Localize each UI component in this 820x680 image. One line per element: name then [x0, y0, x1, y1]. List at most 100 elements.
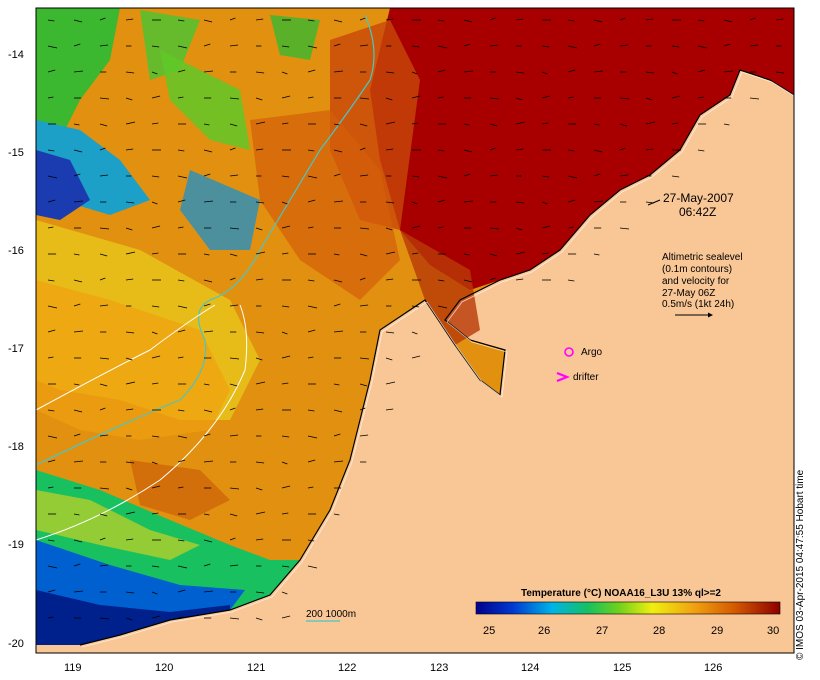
- lat-tick: -14: [8, 49, 24, 61]
- velocity-arrow: [47, 19, 55, 22]
- velocity-arrow: [203, 70, 214, 73]
- velocity-arrow: [203, 539, 213, 543]
- velocity-arrow: [307, 459, 316, 463]
- velocity-arrow: [541, 122, 549, 125]
- velocity-arrow: [125, 538, 134, 541]
- velocity-arrow: [437, 175, 448, 179]
- velocity-arrow: [645, 18, 654, 21]
- velocity-arrow: [125, 201, 135, 204]
- velocity-arrow: [229, 487, 240, 490]
- velocity-arrow: [47, 435, 58, 439]
- velocity-arrow: [177, 19, 185, 22]
- velocity-arrow: [281, 461, 288, 465]
- velocity-arrow: [463, 123, 470, 126]
- velocity-arrow: [723, 70, 734, 73]
- velocity-arrow: [567, 19, 575, 22]
- velocity-arrow: [255, 97, 263, 101]
- velocity-arrow: [203, 303, 211, 307]
- altimetry-line: 27-May 06Z: [662, 288, 715, 299]
- velocity-arrow: [229, 147, 236, 151]
- velocity-arrow: [203, 173, 211, 177]
- velocity-arrow: [177, 616, 184, 619]
- velocity-arrow: [567, 69, 576, 73]
- velocity-arrow: [255, 201, 265, 204]
- velocity-arrow: [125, 71, 135, 74]
- velocity-arrow: [229, 17, 236, 21]
- velocity-arrow: [671, 95, 681, 99]
- velocity-arrow: [203, 433, 211, 437]
- velocity-arrow: [619, 147, 626, 151]
- velocity-arrow: [411, 252, 419, 255]
- velocity-arrow: [151, 355, 161, 359]
- velocity-arrow: [125, 251, 136, 255]
- velocity-arrow: [177, 329, 186, 333]
- colorbar-tick: 30: [767, 625, 779, 637]
- colorbar-title: Temperature (°C) NOAA16_L3U 13% ql>=2: [521, 588, 721, 599]
- velocity-arrow: [307, 356, 314, 359]
- velocity-arrow: [281, 615, 291, 619]
- velocity-arrow: [359, 434, 369, 437]
- velocity-arrow: [255, 71, 265, 74]
- velocity-arrow: [203, 563, 211, 567]
- colorbar-tick: 25: [483, 625, 495, 637]
- velocity-arrow: [541, 95, 551, 99]
- velocity-arrow: [203, 200, 214, 203]
- velocity-arrow: [125, 381, 136, 385]
- velocity-arrow: [125, 331, 135, 334]
- velocity-arrow: [333, 19, 343, 23]
- velocity-arrow: [619, 17, 626, 21]
- velocity-arrow: [125, 591, 135, 594]
- velocity-arrow: [307, 45, 318, 49]
- velocity-arrow: [593, 19, 603, 23]
- lat-axis: -14 -15 -16 -17 -18 -19 -20: [8, 49, 24, 650]
- velocity-arrow: [385, 201, 395, 204]
- velocity-arrow: [99, 617, 110, 620]
- velocity-arrow: [307, 19, 315, 22]
- velocity-arrow: [489, 253, 498, 257]
- velocity-arrow: [125, 408, 134, 411]
- velocity-arrow: [281, 565, 290, 568]
- velocity-arrow: [73, 433, 81, 437]
- velocity-arrow: [567, 96, 574, 99]
- velocity-arrow: [255, 381, 266, 385]
- velocity-arrow: [567, 45, 578, 49]
- drifter-icon: [556, 371, 570, 383]
- velocity-arrow: [307, 69, 316, 73]
- velocity-arrow: [177, 486, 184, 489]
- credit: © IMOS 03-Apr-2015 04:47:55 Hobart time: [795, 469, 806, 660]
- velocity-arrow: [463, 200, 474, 203]
- velocity-arrow: [671, 175, 680, 178]
- velocity-arrow: [125, 461, 135, 464]
- velocity-arrow: [411, 201, 418, 205]
- velocity-arrow: [203, 460, 214, 463]
- velocity-arrow: [255, 251, 266, 255]
- velocity-arrow: [307, 149, 315, 152]
- velocity-arrow: [73, 149, 83, 153]
- velocity-arrow: [385, 381, 396, 385]
- velocity-arrow: [99, 174, 109, 177]
- altimetry-line: and velocity for: [662, 276, 730, 287]
- velocity-arrow: [99, 147, 106, 151]
- velocity-arrow: [281, 355, 291, 359]
- velocity-arrow: [255, 148, 264, 151]
- plot-frame: [35, 7, 795, 654]
- velocity-arrow: [515, 201, 525, 204]
- velocity-arrow: [281, 252, 289, 255]
- velocity-arrow: [307, 175, 318, 179]
- velocity-arrow: [541, 71, 548, 75]
- velocity-arrow: [73, 383, 80, 386]
- velocity-arrow: [359, 253, 368, 257]
- velocity-arrow: [203, 123, 210, 126]
- velocity-arrow: [255, 18, 264, 21]
- velocity-arrow: [437, 19, 445, 22]
- velocity-arrow: [151, 201, 158, 205]
- velocity-arrow: [177, 435, 188, 439]
- velocity-arrow: [619, 227, 630, 230]
- velocity-arrow: [619, 174, 629, 177]
- velocity-arrow: [47, 616, 54, 619]
- velocity-arrow: [281, 512, 289, 515]
- velocity-arrow: [47, 565, 58, 569]
- velocity-arrow: [489, 174, 499, 177]
- velocity-arrow: [73, 513, 80, 516]
- velocity-arrow: [47, 226, 54, 229]
